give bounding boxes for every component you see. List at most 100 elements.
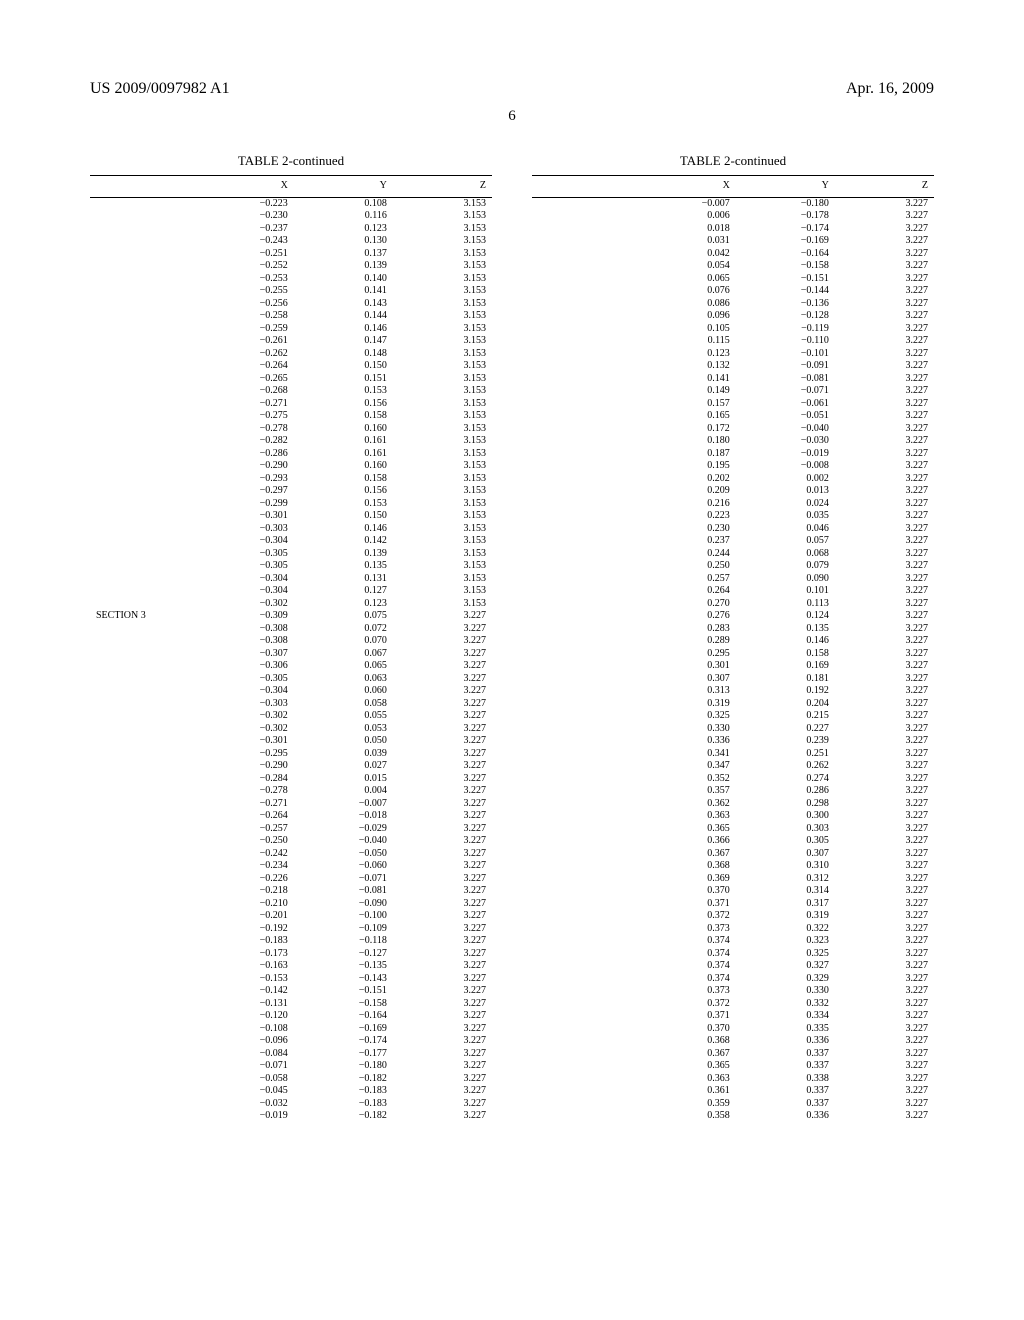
cell-z: 3.227 <box>393 973 492 986</box>
cell-z: 3.227 <box>835 898 934 911</box>
cell-section <box>532 598 637 611</box>
cell-z: 3.153 <box>393 460 492 473</box>
cell-x: −0.210 <box>195 898 294 911</box>
table-row: 0.2700.1133.227 <box>532 598 934 611</box>
cell-y: −0.144 <box>736 285 835 298</box>
cell-section <box>90 1048 195 1061</box>
cell-z: 3.227 <box>835 760 934 773</box>
cell-z: 3.227 <box>393 673 492 686</box>
cell-z: 3.227 <box>835 360 934 373</box>
cell-x: 0.372 <box>637 910 736 923</box>
cell-x: −0.275 <box>195 410 294 423</box>
page-header: US 2009/0097982 A1 Apr. 16, 2009 <box>90 80 934 98</box>
page-number: 6 <box>90 108 934 125</box>
table-row: −0.108−0.1693.227 <box>90 1023 492 1036</box>
cell-y: −0.180 <box>294 1060 393 1073</box>
cell-y: −0.180 <box>736 197 835 210</box>
cell-y: 0.046 <box>736 523 835 536</box>
cell-z: 3.227 <box>393 1048 492 1061</box>
cell-x: 0.295 <box>637 648 736 661</box>
cell-z: 3.227 <box>835 310 934 323</box>
table-row: 0.006−0.1783.227 <box>532 210 934 223</box>
cell-y: 0.332 <box>736 998 835 1011</box>
table-row: 0.3670.3073.227 <box>532 848 934 861</box>
cell-z: 3.227 <box>835 235 934 248</box>
table-row: −0.2230.1083.153 <box>90 197 492 210</box>
cell-z: 3.227 <box>393 1085 492 1098</box>
cell-section <box>532 260 637 273</box>
cell-section <box>90 298 195 311</box>
cell-y: −0.101 <box>736 348 835 361</box>
cell-y: 0.158 <box>294 473 393 486</box>
table-row: −0.2430.1303.153 <box>90 235 492 248</box>
table-row: 0.3300.2273.227 <box>532 723 934 736</box>
cell-x: 0.270 <box>637 598 736 611</box>
cell-x: −0.259 <box>195 323 294 336</box>
cell-z: 3.227 <box>835 910 934 923</box>
table-row: −0.3050.1393.153 <box>90 548 492 561</box>
cell-y: −0.081 <box>294 885 393 898</box>
cell-y: 0.050 <box>294 735 393 748</box>
cell-x: 0.141 <box>637 373 736 386</box>
table-row: −0.007−0.1803.227 <box>532 197 934 210</box>
cell-z: 3.227 <box>393 1073 492 1086</box>
cell-y: −0.090 <box>294 898 393 911</box>
cell-section <box>532 323 637 336</box>
cell-x: −0.234 <box>195 860 294 873</box>
cell-x: 0.358 <box>637 1110 736 1123</box>
cell-z: 3.153 <box>393 335 492 348</box>
table-row: −0.153−0.1433.227 <box>90 973 492 986</box>
cell-y: 0.158 <box>294 410 393 423</box>
table-row: 0.054−0.1583.227 <box>532 260 934 273</box>
cell-z: 3.153 <box>393 423 492 436</box>
cell-y: −0.127 <box>294 948 393 961</box>
cell-y: −0.177 <box>294 1048 393 1061</box>
cell-y: 0.135 <box>294 560 393 573</box>
cell-y: 0.013 <box>736 485 835 498</box>
table-row: −0.2780.0043.227 <box>90 785 492 798</box>
table-row: 0.3710.3343.227 <box>532 1010 934 1023</box>
table-row: 0.3730.3223.227 <box>532 923 934 936</box>
cell-section <box>532 973 637 986</box>
cell-section <box>532 235 637 248</box>
table-row: 0.3630.3003.227 <box>532 810 934 823</box>
cell-z: 3.227 <box>393 923 492 936</box>
table-row: −0.2510.1373.153 <box>90 248 492 261</box>
cell-z: 3.227 <box>835 1048 934 1061</box>
cell-y: 0.135 <box>736 623 835 636</box>
cell-section <box>532 560 637 573</box>
cell-x: −0.120 <box>195 1010 294 1023</box>
table-row: 0.2950.1583.227 <box>532 648 934 661</box>
table-row: SECTION 3−0.3090.0753.227 <box>90 610 492 623</box>
table-row: 0.3630.3383.227 <box>532 1073 934 1086</box>
cell-x: −0.084 <box>195 1048 294 1061</box>
table-row: −0.2370.1233.153 <box>90 223 492 236</box>
cell-z: 3.153 <box>393 210 492 223</box>
cell-y: 0.151 <box>294 373 393 386</box>
cell-x: −0.045 <box>195 1085 294 1098</box>
cell-z: 3.227 <box>835 623 934 636</box>
cell-x: 0.195 <box>637 460 736 473</box>
cell-section <box>90 348 195 361</box>
cell-z: 3.153 <box>393 473 492 486</box>
cell-z: 3.227 <box>835 423 934 436</box>
cell-section <box>532 535 637 548</box>
table-row: 0.3580.3363.227 <box>532 1110 934 1123</box>
cell-y: 0.335 <box>736 1023 835 1036</box>
cell-section <box>532 310 637 323</box>
cell-z: 3.227 <box>835 1073 934 1086</box>
table-row: 0.3250.2153.227 <box>532 710 934 723</box>
right-column: TABLE 2-continued X Y Z −0.007−0.1803.22… <box>532 153 934 1123</box>
cell-x: −0.307 <box>195 648 294 661</box>
cell-x: −0.218 <box>195 885 294 898</box>
table-row: −0.096−0.1743.227 <box>90 1035 492 1048</box>
cell-z: 3.227 <box>835 635 934 648</box>
cell-x: 0.368 <box>637 860 736 873</box>
cell-section <box>532 335 637 348</box>
table-row: 0.3740.3293.227 <box>532 973 934 986</box>
table-row: −0.210−0.0903.227 <box>90 898 492 911</box>
cell-z: 3.227 <box>835 585 934 598</box>
table-row: −0.3080.0723.227 <box>90 623 492 636</box>
cell-x: −0.293 <box>195 473 294 486</box>
cell-z: 3.227 <box>393 760 492 773</box>
